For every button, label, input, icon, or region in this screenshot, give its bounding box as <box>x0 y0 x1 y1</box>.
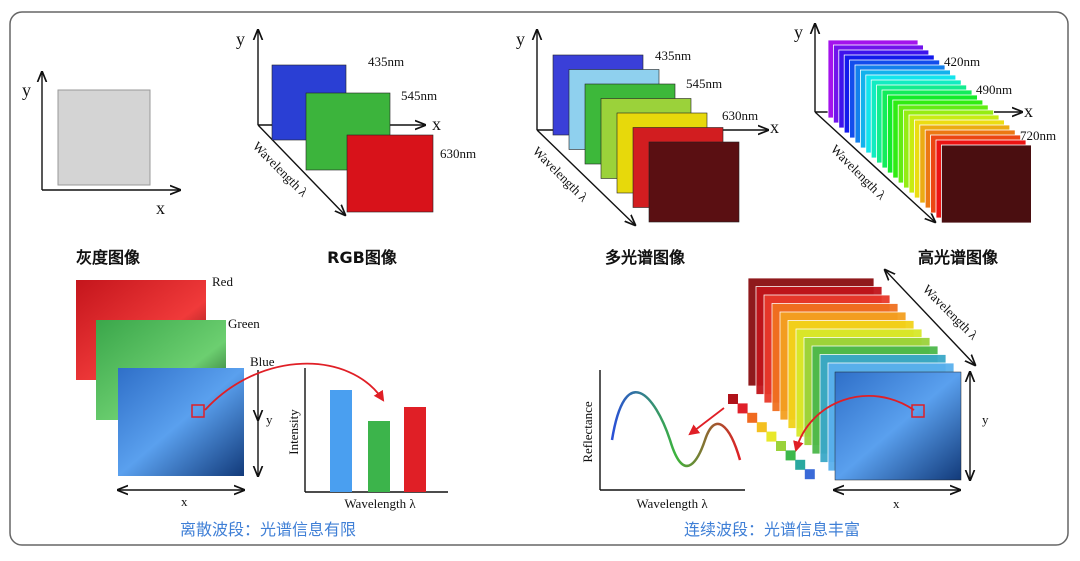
spectral-pixel <box>728 394 738 404</box>
hyperspectral-stack <box>827 39 1032 224</box>
panel-title: 多光谱图像 <box>605 248 686 267</box>
axis-label: y <box>516 29 525 49</box>
axis-label: x <box>1024 101 1033 121</box>
axis-label: Wavelength λ <box>920 282 982 344</box>
spectral-bar <box>330 390 352 492</box>
axis-label: x <box>770 117 779 137</box>
panel-title: 高光谱图像 <box>918 248 999 267</box>
spectral-pixel <box>766 431 777 442</box>
channel-label: Green <box>228 316 260 331</box>
band-layer <box>941 144 1032 224</box>
band-label: 720nm <box>1020 128 1056 143</box>
gray-image <box>57 89 151 186</box>
arrow <box>204 362 385 411</box>
z-axis <box>814 111 935 222</box>
spectral-pixel <box>747 412 758 423</box>
axis-label: Wavelength λ <box>344 496 416 511</box>
band-layer <box>346 134 434 213</box>
axis-label: y <box>236 29 245 49</box>
axis-label: x <box>893 496 900 511</box>
panel-title: RGB图像 <box>327 248 398 267</box>
panel-title: 灰度图像 <box>76 248 141 267</box>
spectral-bar <box>404 407 426 492</box>
reflectance-curve <box>610 391 742 468</box>
spectral-pixel <box>795 459 806 470</box>
pixel-spectrum <box>728 394 815 480</box>
front-image <box>834 371 962 481</box>
wavelength-axis <box>885 270 975 365</box>
channel-label: Blue <box>250 354 275 369</box>
spectral-pixel <box>804 469 815 480</box>
blue-channel-image <box>118 368 244 476</box>
axis-label: y <box>22 80 31 100</box>
spectral-pixel <box>776 441 786 451</box>
band-label: 435nm <box>655 48 691 63</box>
axis-label: y <box>794 22 803 42</box>
axis-label: y <box>266 412 273 427</box>
axis-label: x <box>156 198 165 218</box>
caption: 离散波段：光谱信息有限 <box>180 520 356 539</box>
band-label: 630nm <box>440 146 476 161</box>
axis-label: x <box>432 114 441 134</box>
pixel-marker <box>911 404 925 418</box>
channel-label: Red <box>212 274 233 289</box>
band-layer <box>648 141 740 223</box>
spectral-pixel <box>785 450 796 461</box>
band-label: 490nm <box>976 82 1012 97</box>
z-axis <box>536 129 635 225</box>
axis-label: x <box>181 494 188 509</box>
band-label: 435nm <box>368 54 404 69</box>
axis-label: Intensity <box>286 409 301 455</box>
axis-label: y <box>982 412 989 427</box>
pixel-marker <box>191 404 205 418</box>
axis-label: Wavelength λ <box>636 496 708 511</box>
spectral-pixel <box>737 403 748 414</box>
band-label: 630nm <box>722 108 758 123</box>
multispectral-stack <box>552 54 740 223</box>
band-label: 545nm <box>686 76 722 91</box>
axis-label: Reflectance <box>580 401 595 463</box>
arrow <box>688 407 725 436</box>
spectral-pixel <box>756 422 767 433</box>
band-label: 545nm <box>401 88 437 103</box>
caption: 连续波段：光谱信息丰富 <box>684 520 860 539</box>
band-label: 420nm <box>944 54 980 69</box>
frame <box>9 11 1069 546</box>
arrow <box>793 395 915 453</box>
spectral-bar <box>368 421 390 492</box>
